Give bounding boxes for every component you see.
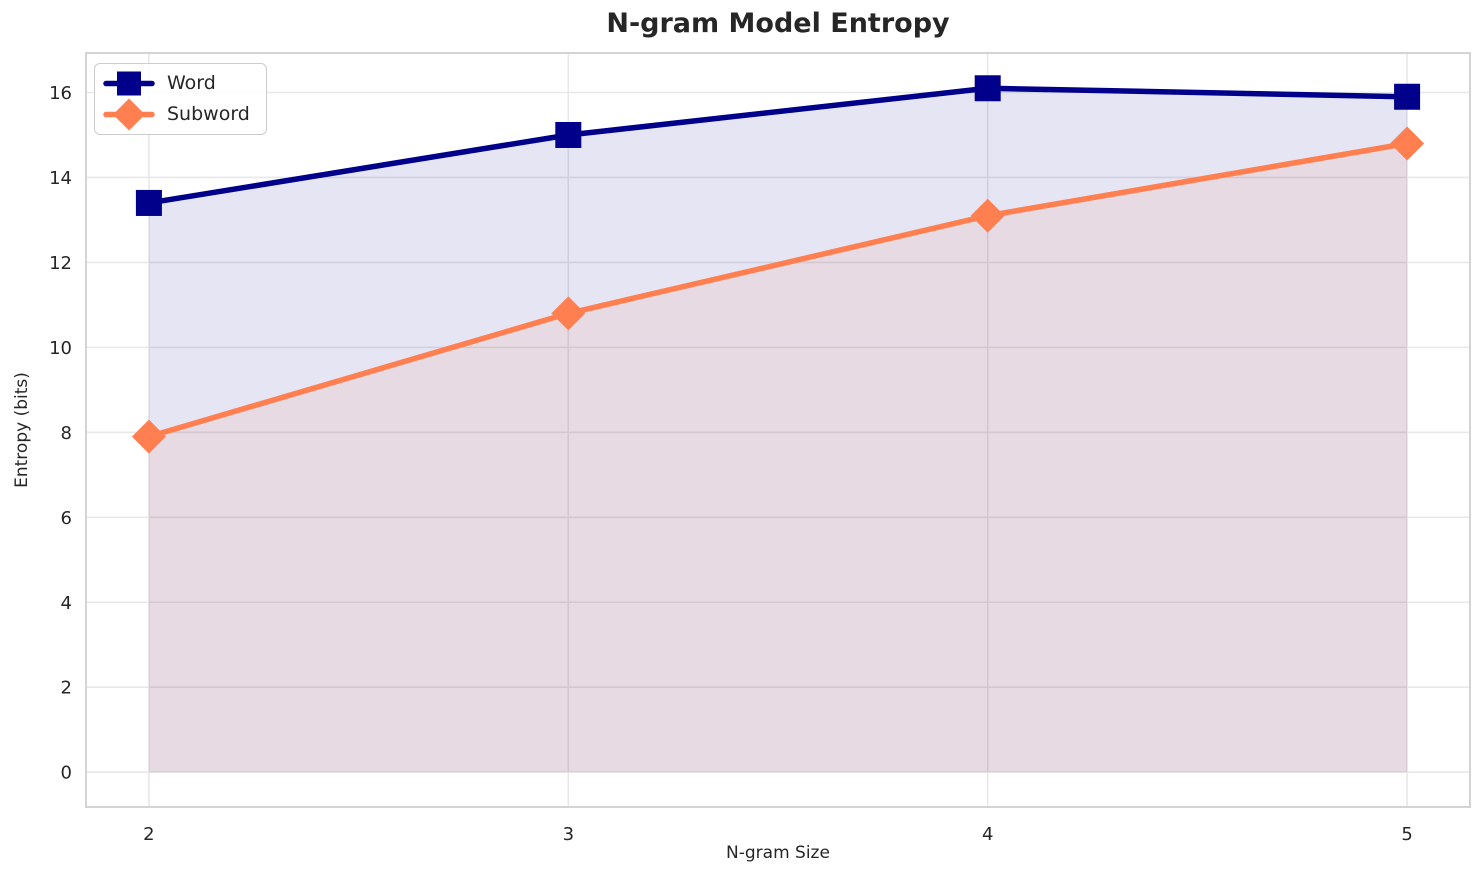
data-point-subword[interactable] xyxy=(131,419,166,454)
y-tick-label: 2 xyxy=(61,678,72,699)
y-tick-label: 0 xyxy=(61,763,72,784)
legend-square-marker-icon xyxy=(103,71,155,96)
y-tick-label: 12 xyxy=(49,253,72,274)
legend-diamond-marker-icon xyxy=(103,98,155,131)
data-point-word[interactable] xyxy=(135,189,162,216)
y-tick-label: 14 xyxy=(49,168,72,189)
data-point-subword[interactable] xyxy=(551,296,586,331)
data-point-subword[interactable] xyxy=(1390,126,1425,161)
data-point-subword[interactable] xyxy=(970,198,1005,233)
plot-border xyxy=(85,52,1471,808)
y-axis-label: Entropy (bits) xyxy=(12,372,32,488)
area-fill-word xyxy=(148,88,1408,773)
x-tick-label: 3 xyxy=(563,824,574,845)
line-subword xyxy=(146,140,1410,440)
y-tick-label: 16 xyxy=(49,83,72,104)
y-tick-label: 8 xyxy=(61,423,72,444)
data-point-word[interactable] xyxy=(1394,83,1421,110)
x-tick-label: 4 xyxy=(982,824,993,845)
x-tick-label: 5 xyxy=(1401,824,1412,845)
data-point-word[interactable] xyxy=(974,75,1001,102)
x-axis-label: N-gram Size xyxy=(726,843,830,863)
y-tick-label: 6 xyxy=(61,508,72,529)
legend-item-subword[interactable]: Subword xyxy=(103,98,250,131)
y-tick-label: 10 xyxy=(49,338,72,359)
y-tick-label: 4 xyxy=(61,593,72,614)
chart-title: N-gram Model Entropy xyxy=(606,8,950,39)
data-point-word[interactable] xyxy=(555,121,582,148)
legend-label: Word xyxy=(167,72,216,94)
area-fill-subword xyxy=(148,143,1408,773)
legend: Word Subword xyxy=(94,63,267,135)
line-word xyxy=(146,85,1410,206)
legend-label: Subword xyxy=(167,103,250,125)
legend-item-word[interactable]: Word xyxy=(103,68,250,99)
x-tick-label: 2 xyxy=(143,824,154,845)
